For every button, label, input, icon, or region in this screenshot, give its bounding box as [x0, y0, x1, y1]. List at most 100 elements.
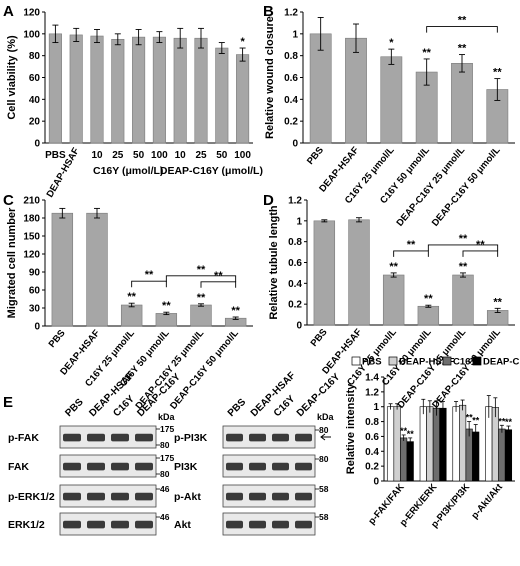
protein-band — [295, 492, 312, 501]
significance-marker: ** — [231, 305, 240, 317]
y-tick-label: 0 — [373, 477, 379, 488]
legend-swatch — [472, 356, 482, 366]
bar — [345, 37, 367, 144]
significance-marker: ** — [400, 426, 408, 436]
y-tick-label: 20 — [29, 117, 41, 128]
bar — [132, 36, 146, 144]
bar — [432, 407, 440, 482]
marker-label: 80 — [319, 425, 329, 435]
lane-label: PBS — [226, 397, 249, 420]
protein-band — [135, 520, 153, 529]
bar — [190, 304, 212, 327]
protein-band — [111, 492, 129, 501]
y-tick-label: 1.4 — [365, 373, 379, 384]
protein-band — [249, 462, 266, 471]
y-tick-label: 0.2 — [288, 300, 302, 311]
bar — [152, 36, 166, 144]
y-tick-label: 0 — [34, 139, 40, 150]
bar — [498, 428, 506, 482]
panel-letter: A — [3, 3, 14, 20]
blot-strip — [222, 512, 316, 536]
significance-marker: * — [389, 37, 394, 49]
x-tick-label: PBS — [47, 328, 68, 350]
protein-band — [111, 462, 129, 471]
y-tick-label: 1.2 — [365, 387, 379, 398]
significance-marker: ** — [424, 293, 433, 305]
blot-strip — [222, 454, 316, 478]
x-tick-label: 25 — [112, 150, 124, 161]
bar — [173, 37, 187, 144]
significance-bracket — [426, 26, 498, 33]
y-tick-label: 0.6 — [365, 432, 379, 443]
bar — [417, 305, 440, 326]
bar — [236, 54, 250, 144]
significance-marker: ** — [472, 416, 480, 426]
bar — [86, 212, 108, 327]
protein-band — [111, 433, 129, 442]
y-axis-label: Relative intensity — [345, 383, 357, 474]
panel-letter: D — [263, 192, 274, 209]
bar — [51, 212, 74, 327]
significance-marker: ** — [459, 261, 468, 273]
significance-marker: ** — [498, 416, 506, 426]
y-tick-label: 0.6 — [288, 258, 302, 269]
x-tick-label: 10 — [175, 150, 187, 161]
bracket-label: ** — [197, 264, 206, 276]
panel-letter: B — [263, 3, 274, 20]
protein-band — [111, 520, 129, 529]
significance-bracket — [165, 275, 237, 282]
blot-left: PBS DEAP-HSAFC16YDEAP-C16YkDap-FAK17580FA… — [8, 370, 183, 536]
blot-row-label: p-ERK1/2 — [8, 491, 55, 503]
marker-label: 80 — [160, 469, 170, 479]
blot-strip — [59, 512, 157, 536]
protein-band — [272, 433, 289, 442]
x-tick-label: PBS — [45, 150, 66, 161]
marker-label: 58 — [319, 512, 329, 522]
y-tick-label: 120 — [23, 250, 40, 261]
x-tick-label: DEAP-C16Y 25 μmol/L — [396, 327, 469, 411]
protein-band — [135, 492, 153, 501]
protein-band — [272, 492, 289, 501]
x-tick-label: 100 — [234, 150, 251, 161]
x-tick-label: 25 — [195, 150, 207, 161]
bracket-label: ** — [458, 15, 467, 27]
chart-panel-a: 0 20 40 60 80 100 120 Cell viability (%) PBS DEAP… — [6, 8, 263, 200]
significance-marker: ** — [407, 429, 415, 439]
legend-swatch — [388, 356, 398, 366]
y-tick-label: 0.4 — [288, 279, 302, 290]
x-tick-label: DEAP-C16Y 50 μmol/L — [430, 327, 503, 411]
significance-marker: ** — [493, 296, 502, 308]
significance-bracket — [393, 250, 429, 257]
bracket-label: ** — [407, 239, 416, 251]
bar — [194, 37, 208, 144]
y-tick-label: 180 — [23, 214, 40, 225]
group-label: C16Y (μmol/L) — [93, 165, 163, 177]
bar — [400, 437, 408, 482]
protein-band — [249, 520, 266, 529]
panel-letter: E — [3, 394, 13, 411]
protein-band — [249, 433, 266, 442]
bar — [386, 406, 395, 482]
y-tick-label: 40 — [29, 95, 41, 106]
marker-label: 58 — [319, 484, 329, 494]
y-tick-label: 0 — [296, 321, 302, 332]
blot-row-label: ERK1/2 — [8, 519, 45, 531]
significance-bracket — [131, 280, 167, 288]
bracket-label: ** — [145, 269, 154, 281]
protein-band — [272, 520, 289, 529]
bar — [111, 38, 125, 144]
y-tick-label: 60 — [29, 73, 41, 84]
significance-marker: ** — [127, 291, 136, 303]
y-tick-label: 0.4 — [365, 447, 379, 458]
legend-label: DEAP-HSAF — [399, 357, 455, 368]
panel-labels-layer: A B C D E — [3, 3, 274, 411]
x-tick-label: 100 — [151, 150, 168, 161]
bar — [348, 219, 370, 326]
x-tick-label: 50 — [133, 150, 145, 161]
bar — [120, 304, 143, 327]
group-label: DEAP-C16Y (μmol/L) — [160, 165, 263, 177]
marker-label: 80 — [319, 454, 329, 464]
bar — [215, 47, 229, 144]
protein-band — [295, 520, 312, 529]
